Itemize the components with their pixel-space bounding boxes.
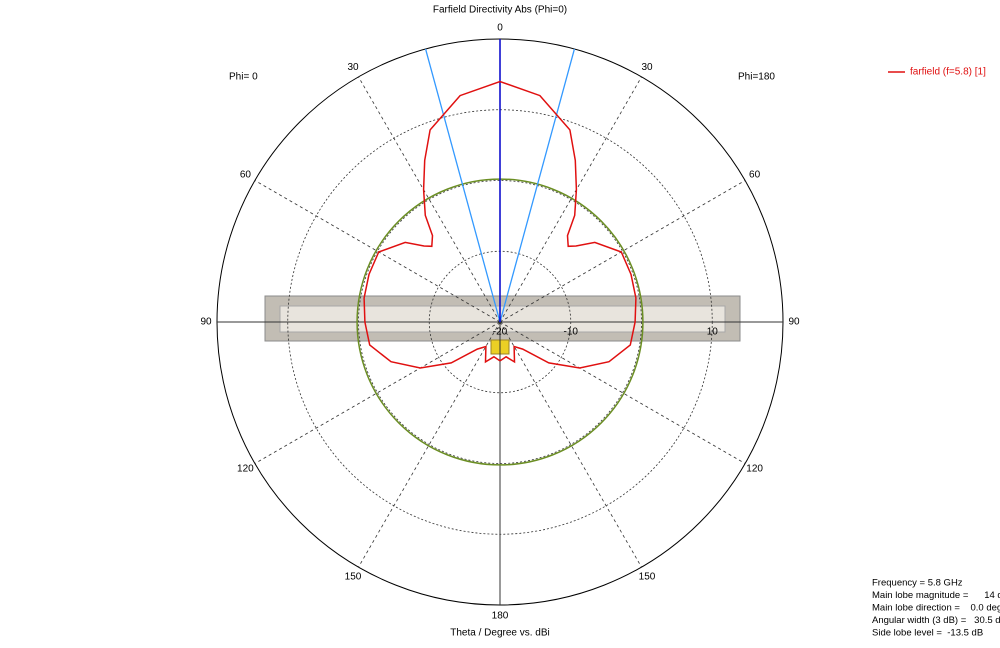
angle-spoke [358, 76, 501, 323]
angle-label: 150 [345, 571, 362, 582]
angle-label: 30 [347, 62, 359, 73]
angle-label: 90 [200, 317, 212, 328]
chart-title: Farfield Directivity Abs (Phi=0) [433, 5, 567, 16]
angle-label: 180 [492, 611, 509, 622]
phi-right-label: Phi=180 [738, 72, 775, 83]
angle-spoke [499, 321, 642, 568]
info-line: Angular width (3 dB) = 30.5 deg. [872, 615, 1000, 626]
angle-label: 60 [749, 170, 761, 181]
angle-label: 90 [788, 317, 800, 328]
info-line: Side lobe level = -13.5 dB [872, 628, 983, 639]
info-line: Main lobe magnitude = 14 dBi [872, 590, 1000, 601]
beamwidth-line [424, 48, 501, 323]
radial-tick-label: 10 [707, 327, 719, 338]
x-axis-label: Theta / Degree vs. dBi [450, 628, 550, 639]
angle-spoke [499, 180, 746, 323]
radial-tick-label: -20 [493, 327, 508, 338]
info-line: Main lobe direction = 0.0 deg. [872, 603, 1000, 614]
angle-label: 30 [641, 62, 653, 73]
antenna-model [264, 295, 741, 355]
angle-spoke [499, 321, 746, 464]
pattern-line [363, 80, 637, 369]
angle-label: 120 [237, 464, 254, 475]
angle-label: 60 [240, 170, 252, 181]
angle-label: 120 [746, 464, 763, 475]
angle-label: 150 [639, 571, 656, 582]
antenna-inner [279, 305, 726, 333]
phi-left-label: Phi= 0 [229, 72, 258, 83]
legend-label: farfield (f=5.8) [1] [910, 67, 986, 78]
angle-spoke [499, 76, 642, 323]
info-line: Frequency = 5.8 GHz [872, 578, 963, 589]
radial-tick-label: -10 [564, 327, 579, 338]
angle-spoke [254, 180, 501, 323]
angle-spoke [358, 321, 501, 568]
beamwidth-line [499, 48, 576, 323]
angle-spoke [254, 321, 501, 464]
angle-label: 0 [497, 23, 503, 34]
